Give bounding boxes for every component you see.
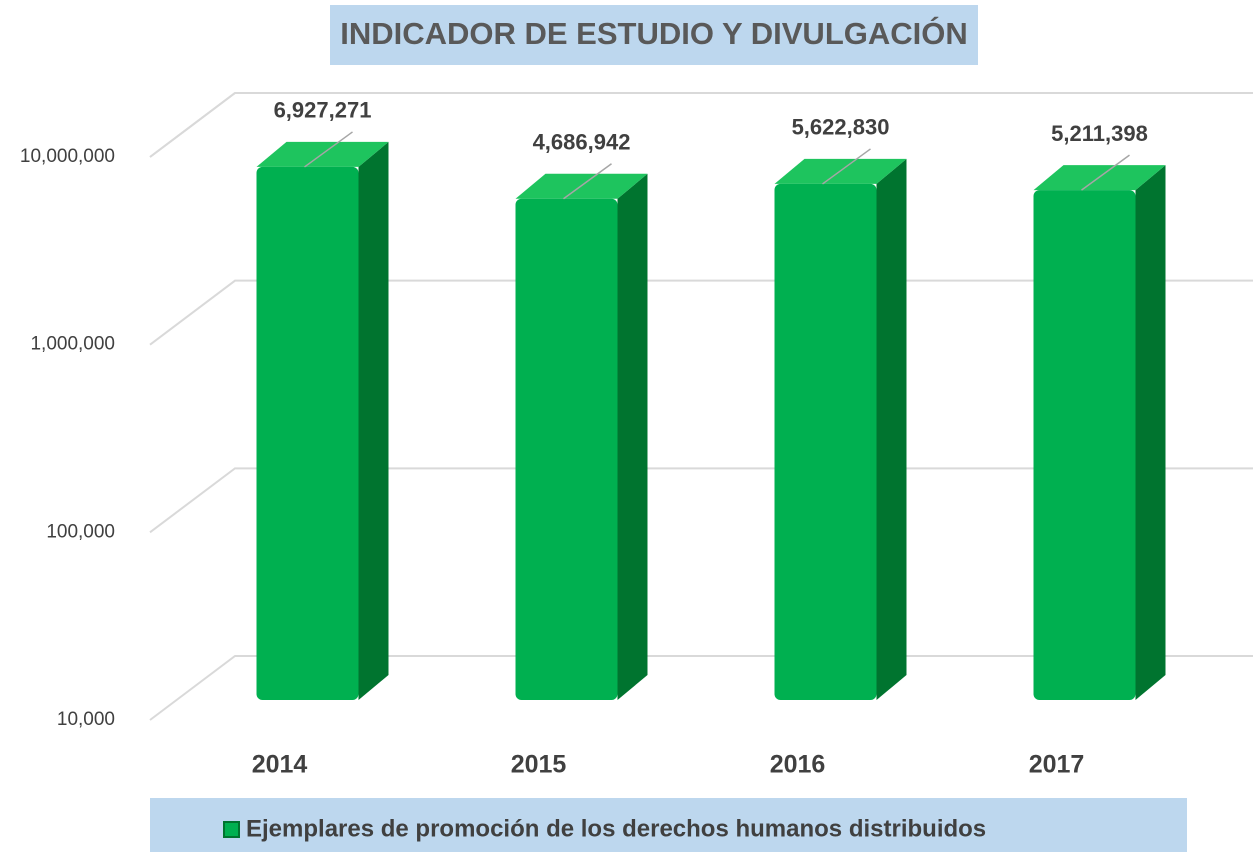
- data-label: 4,686,942: [533, 130, 631, 155]
- x-tick-label: 2014: [252, 751, 308, 779]
- leader-line: [1081, 154, 1130, 191]
- grid-line: [149, 92, 1253, 158]
- grid-line: [149, 279, 1253, 346]
- bar-side: [876, 158, 907, 701]
- data-label: 5,622,830: [792, 115, 890, 140]
- bar-side: [1135, 165, 1166, 700]
- leader-line: [563, 163, 612, 200]
- chart-title: INDICADOR DE ESTUDIO Y DIVULGACIÓN: [340, 15, 968, 51]
- data-label: 5,211,398: [1051, 121, 1148, 146]
- x-tick-label: 2016: [770, 751, 826, 779]
- title-box: [330, 5, 978, 65]
- y-tick-label: 10,000,000: [20, 146, 115, 167]
- legend-label: Ejemplares de promoción de los derechos …: [246, 815, 986, 842]
- bar: [256, 166, 359, 701]
- x-tick-label: 2015: [511, 751, 567, 779]
- leader-line: [304, 131, 353, 168]
- x-tick-label: 2017: [1029, 751, 1085, 779]
- y-tick-label: 1,000,000: [30, 334, 115, 355]
- bar: [515, 198, 618, 700]
- bar-side: [617, 173, 648, 700]
- bar-side: [358, 141, 389, 701]
- bar: [1033, 190, 1136, 700]
- leader-line: [822, 148, 871, 185]
- legend-marker: [223, 821, 240, 838]
- grid-line: [149, 655, 1253, 721]
- data-label: 6,927,271: [274, 98, 372, 123]
- bar: [774, 183, 877, 701]
- y-tick-label: 100,000: [46, 521, 115, 542]
- grid-line: [149, 467, 1253, 534]
- legend-box: [150, 798, 1187, 852]
- y-tick-label: 10,000: [57, 709, 115, 730]
